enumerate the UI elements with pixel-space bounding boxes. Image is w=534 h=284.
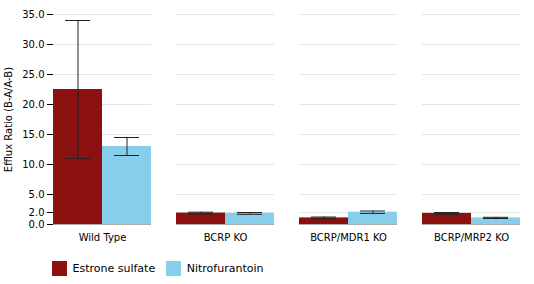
svg-text:Efflux Ratio (B-A/A-B): Efflux Ratio (B-A/A-B) [3,67,14,172]
svg-text:10.0: 10.0 [22,159,44,170]
svg-text:35.0: 35.0 [22,9,44,20]
svg-text:15.0: 15.0 [22,129,44,140]
svg-text:BCRP KO: BCRP KO [204,232,248,243]
svg-text:2.0: 2.0 [29,207,45,218]
html-text:Nitrofurantoin: Nitrofurantoin [186,262,264,275]
html-text:Estrone sulfate: Estrone sulfate [72,262,156,275]
svg-text:5.0: 5.0 [29,189,45,200]
svg-text:BCRP/MDR1 KO: BCRP/MDR1 KO [310,232,387,243]
svg-text:20.0: 20.0 [22,99,44,110]
svg-text:Wild Type: Wild Type [79,232,127,243]
svg-text:30.0: 30.0 [22,39,44,50]
svg-text:25.0: 25.0 [22,69,44,80]
svg-text:0.0: 0.0 [29,219,45,230]
svg-text:BCRP/MRP2 KO: BCRP/MRP2 KO [434,232,509,243]
